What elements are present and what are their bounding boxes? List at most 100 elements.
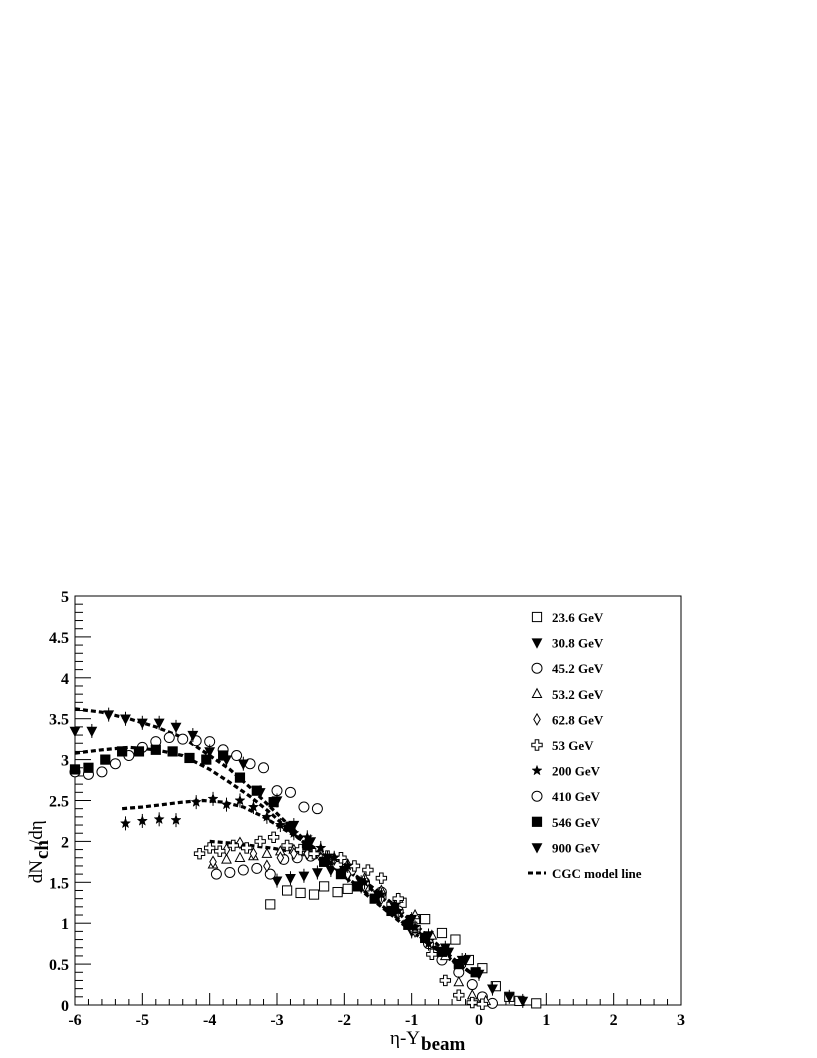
point-62-8-gev: [249, 847, 258, 861]
point-23-6-gev: [342, 883, 353, 894]
x-tick-label: 0: [475, 1012, 483, 1029]
legend-marker-546-gev: [531, 816, 543, 827]
point-900-gev: [103, 710, 115, 721]
point-45-2-gev: [264, 868, 276, 880]
point-546-gev: [69, 764, 81, 775]
x-tick-label: 1: [542, 1012, 550, 1029]
point-900-gev: [423, 931, 434, 942]
point-900-gev: [338, 865, 350, 877]
point-900-gev: [170, 722, 182, 734]
point-900-gev: [439, 943, 451, 954]
y-tick-label: 3: [61, 753, 69, 770]
legend: 23.6 GeV 30.8 GeV 45.2 GeV 53.2 GeV 62.8 GeV…: [528, 610, 642, 881]
y-tick-label: 4.5: [49, 630, 69, 647]
y-tick-label: 1.5: [49, 875, 69, 892]
point-900-gev: [271, 796, 283, 807]
point-200-gev: [207, 792, 219, 804]
point-410-gev: [258, 762, 270, 774]
point-53-gev: [476, 998, 489, 1010]
point-45-2-gev: [210, 868, 222, 880]
point-900-gev: [305, 837, 317, 848]
point-200-gev: [234, 794, 246, 806]
legend-label-200-gev: 200 GeV: [552, 764, 601, 779]
point-53-gev: [203, 842, 216, 854]
cgc-model-curve: [209, 839, 474, 976]
point-546-gev: [83, 762, 94, 773]
y-axis-title: dN ch /dη: [26, 820, 53, 883]
point-200-gev: [220, 798, 233, 810]
legend-label-410-gev: 410 GeV: [552, 789, 601, 804]
point-53-gev: [439, 974, 452, 987]
cgc-model-curve: [74, 745, 474, 976]
x-tick-label: -4: [203, 1012, 216, 1029]
x-axis-title-subscript: beam: [421, 1034, 466, 1055]
point-546-gev: [117, 746, 128, 757]
point-30-8-gev: [271, 876, 283, 887]
point-410-gev: [284, 786, 296, 798]
legend-marker-30-8-gev: [531, 638, 543, 649]
y-tick-label: 3.5: [49, 712, 69, 729]
point-900-gev: [120, 714, 131, 725]
point-900-gev: [136, 718, 148, 729]
point-23-6-gev: [308, 889, 320, 900]
point-410-gev: [163, 732, 175, 744]
point-200-gev: [274, 819, 286, 830]
point-23-6-gev: [332, 887, 343, 898]
x-axis-title: η-Y: [390, 1028, 420, 1049]
legend-marker-410-gev: [531, 790, 543, 802]
point-546-gev: [403, 919, 414, 930]
point-200-gev: [261, 810, 273, 822]
point-546-gev: [201, 754, 212, 765]
point-53-2-gev: [234, 851, 246, 862]
point-546-gev: [184, 752, 195, 764]
y-tick-label: 5: [61, 589, 69, 606]
legend-label-62-8-gev: 62.8 GeV: [552, 712, 604, 727]
point-45-2-gev: [466, 979, 478, 991]
point-900-gev: [221, 755, 232, 766]
y-tick-label: 1: [61, 916, 69, 933]
point-53-gev: [392, 892, 404, 905]
point-30-8-gev: [311, 868, 323, 879]
y-tick-label: 2.5: [49, 794, 69, 811]
legend-marker-23-6-gev: [531, 611, 543, 623]
point-30-8-gev: [325, 865, 337, 877]
point-546-gev: [133, 746, 145, 757]
point-200-gev: [190, 796, 202, 807]
point-53-2-gev: [221, 853, 232, 864]
point-23-6-gev: [436, 927, 448, 939]
point-62-8-gev: [263, 859, 271, 873]
point-45-2-gev: [224, 866, 236, 878]
y-tick-label: 0: [61, 998, 69, 1015]
legend-marker-53-gev: [531, 739, 543, 751]
point-200-gev: [247, 801, 260, 812]
point-200-gev: [315, 842, 327, 853]
point-45-2-gev: [237, 864, 249, 876]
point-53-2-gev: [453, 975, 465, 987]
point-53-gev: [227, 839, 239, 852]
legend-label-23-6-gev: 23.6 GeV: [552, 610, 604, 625]
x-tick-label: 2: [610, 1012, 618, 1029]
x-tick-label: -5: [136, 1012, 149, 1029]
point-200-gev: [170, 814, 182, 825]
y-tick-label: 4: [61, 671, 69, 688]
x-tick-label: 3: [677, 1012, 685, 1029]
legend-label-45-2-gev: 45.2 GeV: [552, 661, 604, 676]
point-53-gev: [281, 839, 293, 852]
svg-text:dN: dN: [26, 860, 47, 884]
point-53-gev: [466, 996, 478, 1009]
legend-label-900-gev: 900 GeV: [552, 840, 601, 855]
point-200-gev: [136, 815, 148, 826]
point-546-gev: [167, 746, 178, 757]
point-30-8-gev: [503, 992, 515, 1003]
point-23-6-gev: [282, 885, 293, 896]
point-23-6-gev: [295, 887, 306, 899]
point-900-gev: [406, 914, 418, 926]
point-410-gev: [177, 733, 189, 745]
point-53-gev: [362, 864, 374, 876]
x-tick-label: -1: [405, 1012, 418, 1029]
legend-label-30-8-gev: 30.8 GeV: [552, 636, 604, 651]
point-53-gev: [193, 847, 206, 860]
legend-label-53-2-gev: 53.2 GeV: [552, 687, 604, 702]
point-53-gev: [375, 872, 388, 884]
